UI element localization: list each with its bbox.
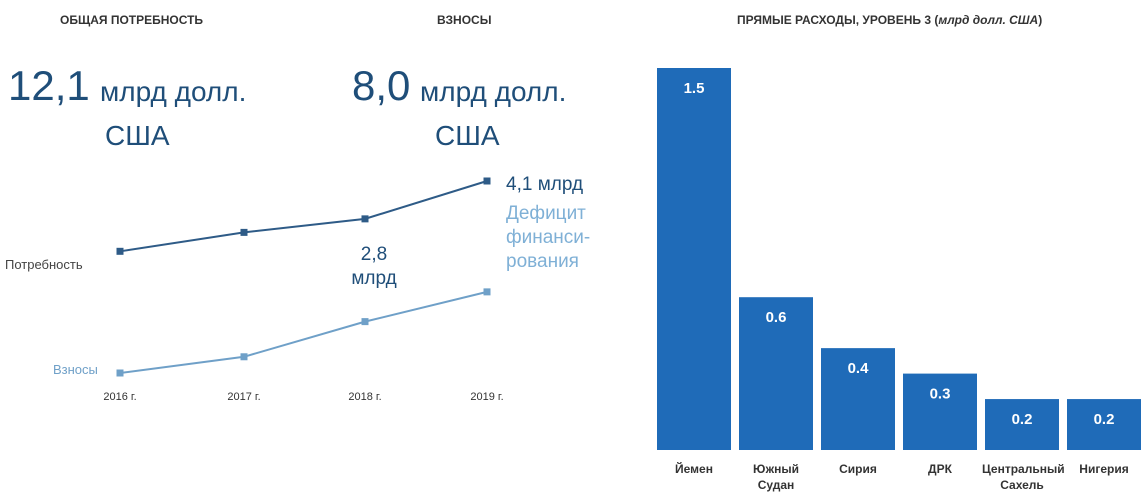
gap-line: Дефицит (506, 203, 586, 224)
series-line (119, 180, 488, 253)
bar (739, 297, 813, 450)
bar-value-label: 0.2 (1094, 411, 1115, 428)
bar-value-label: 0.2 (1012, 411, 1033, 428)
gap-line: 2,8 (360, 244, 388, 265)
unit-line: млрд долл. (100, 76, 247, 107)
unit-line: США (105, 120, 170, 151)
series-label: Взносы (53, 362, 98, 377)
x-tick-label: Нигерия (1079, 462, 1129, 476)
x-tick-label: 2016 г. (103, 391, 137, 403)
bar (903, 373, 977, 450)
contrib-unit: млрд долл. США (420, 70, 566, 158)
point-marker (240, 228, 248, 236)
bar (1067, 399, 1141, 450)
bar-value-label: 0.6 (766, 309, 787, 326)
bar (821, 348, 895, 450)
x-tick-label: Йемен (675, 462, 713, 476)
gap-line: финанси- (506, 227, 591, 248)
gap-line: рования (506, 251, 579, 272)
contrib-value: 8,0 (352, 62, 411, 109)
need-value: 12,1 (8, 62, 90, 109)
gap-2019: 4,1 млрд (506, 174, 584, 195)
bar (657, 68, 731, 450)
unit-line: млрд долл. (420, 76, 567, 107)
x-tick-label: Сирия (839, 462, 877, 476)
x-tick-label: 2017 г. (227, 391, 261, 403)
gap-line: млрд (351, 268, 397, 289)
point-marker (361, 318, 369, 326)
bar-value-label: 0.4 (848, 360, 870, 377)
gap-2018: 2,8 млрд (346, 243, 402, 291)
bar-value-label: 1.5 (684, 80, 705, 97)
bar-title-part: ) (1038, 13, 1043, 27)
bar-title: ПРЯМЫЕ РАСХОДЫ, УРОВЕНЬ 3 (млрд долл. СШ… (737, 13, 1042, 27)
x-tick-label: ДРК (928, 462, 952, 476)
bar-value-label: 0.3 (930, 386, 951, 403)
series-label: Потребность (5, 257, 83, 272)
contrib-title: ВЗНОСЫ (437, 13, 492, 27)
need-title: ОБЩАЯ ПОТРЕБНОСТЬ (60, 13, 204, 27)
gap-label: Дефицит финанси-рования (506, 202, 590, 274)
need-unit: млрд долл. США (100, 70, 246, 158)
point-marker (240, 353, 248, 361)
point-marker (483, 288, 491, 296)
point-marker (116, 369, 124, 377)
bar-title-unit: млрд долл. США (938, 13, 1039, 27)
point-marker (116, 247, 124, 255)
x-tick-label: 2019 г. (470, 391, 504, 403)
x-tick-label: Центральный Сахель (982, 462, 1065, 492)
bar-title-part: ПРЯМЫЕ РАСХОДЫ, УРОВЕНЬ 3 ( (737, 13, 939, 27)
x-tick-label: 2018 г. (348, 391, 382, 403)
bar (985, 399, 1059, 450)
point-marker (361, 215, 369, 223)
series-line (119, 290, 488, 374)
x-tick-label: Южный Судан (753, 462, 799, 492)
point-marker (483, 177, 491, 185)
unit-line: США (435, 120, 500, 151)
